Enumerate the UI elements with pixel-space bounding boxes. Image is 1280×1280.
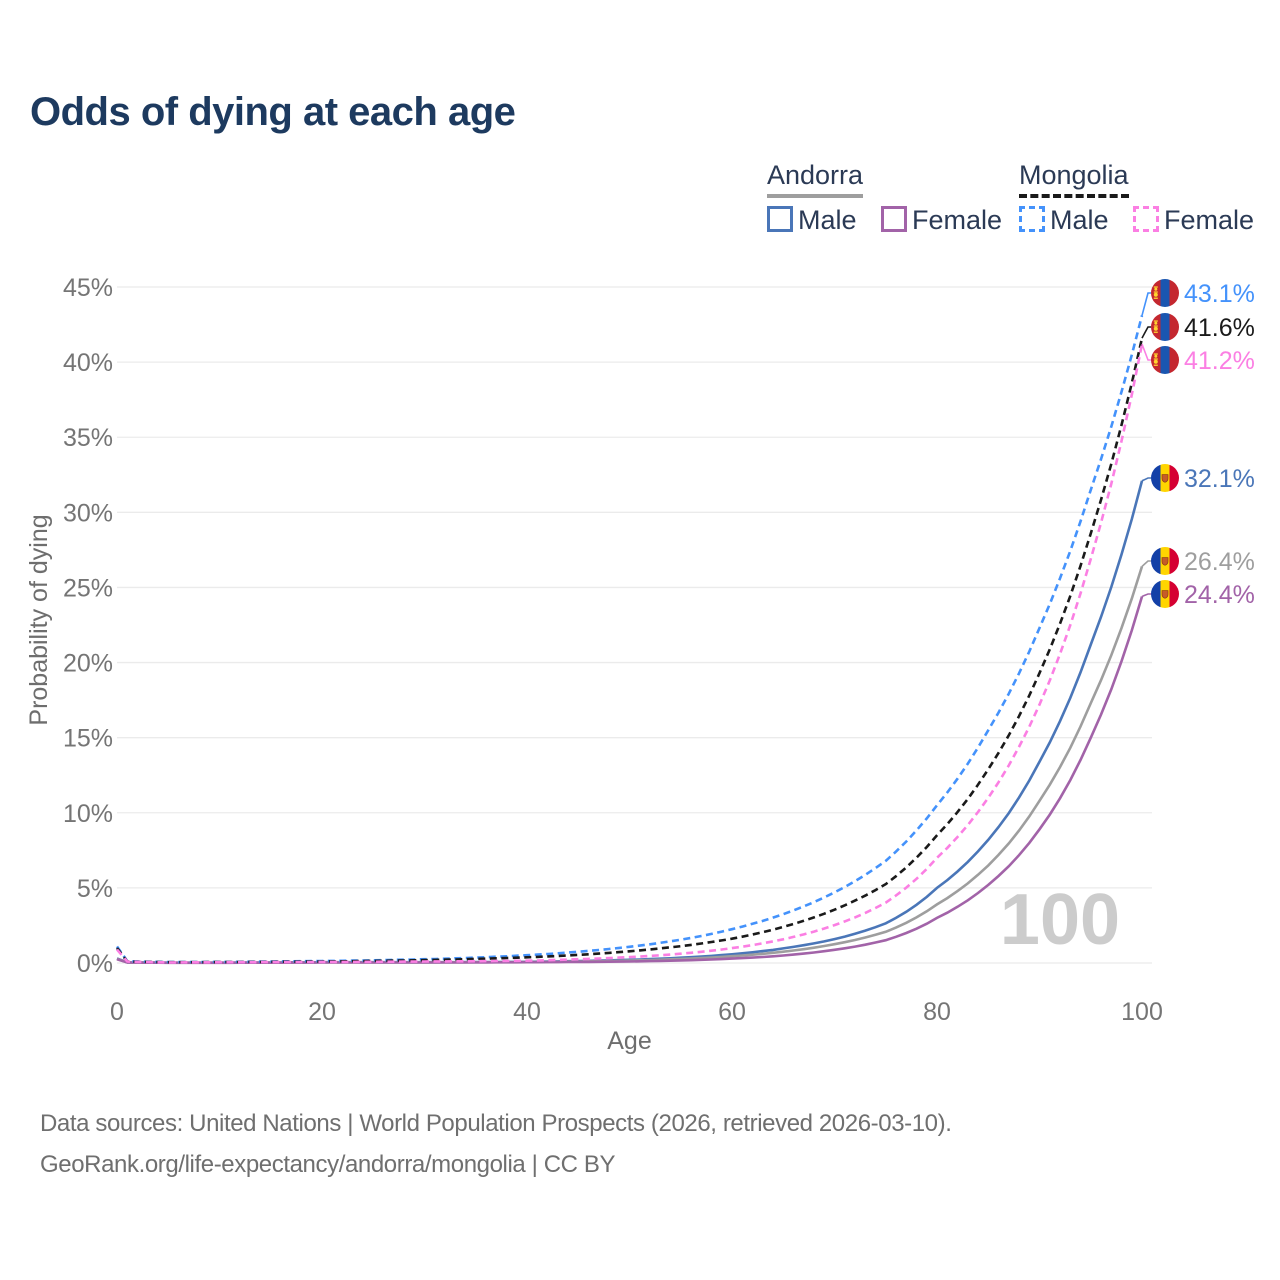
y-tick-label: 10% <box>63 800 113 828</box>
series-line-andorra-male[interactable] <box>116 480 1144 964</box>
legend-country-mongolia[interactable]: Mongolia <box>1019 160 1129 198</box>
legend-item-label: Male <box>798 205 857 235</box>
legend-item-mongolia-male[interactable]: Male <box>1019 205 1109 236</box>
legend-item-label: Male <box>1050 205 1109 235</box>
legend-group-mongolia: Mongolia Male Female <box>1019 160 1274 236</box>
x-tick-label: 80 <box>923 998 951 1026</box>
andorra-female-swatch-icon <box>880 206 907 232</box>
mongolia-female-swatch-icon <box>1132 206 1159 232</box>
mongolia-flag-icon <box>1151 346 1179 374</box>
y-tick-label: 40% <box>63 349 113 377</box>
chart-legend: Andorra Male Female Mongolia Male Female <box>0 160 1280 250</box>
data-sources-text: Data sources: United Nations | World Pop… <box>40 1110 952 1137</box>
andorra-flag-icon <box>1151 547 1179 575</box>
y-tick-label: 20% <box>63 650 113 678</box>
legend-group-andorra: Andorra Male Female <box>767 160 1022 236</box>
andorra-male-swatch-icon <box>767 206 793 232</box>
label-leader-line <box>1141 593 1151 598</box>
y-tick-label: 5% <box>77 875 113 903</box>
y-tick-label: 25% <box>63 574 113 602</box>
x-tick-label: 100 <box>1121 998 1163 1026</box>
label-leader-line <box>1141 560 1151 568</box>
end-value-label-mongolia-female: 41.2% <box>1184 347 1255 375</box>
legend-item-andorra-male[interactable]: Male <box>767 205 857 236</box>
end-value-label-andorra-male: 32.1% <box>1184 465 1255 493</box>
label-leader-line <box>1141 343 1151 361</box>
andorra-flag-icon <box>1151 464 1179 492</box>
label-leader-line <box>1141 326 1151 339</box>
page-title: Odds of dying at each age <box>30 90 516 134</box>
x-tick-label: 40 <box>513 998 541 1026</box>
end-value-label-andorra-both: 26.4% <box>1184 548 1255 576</box>
end-value-label-mongolia-male: 43.1% <box>1184 280 1255 308</box>
series-line-mongolia-both[interactable] <box>115 337 1144 964</box>
x-tick-label: 20 <box>308 998 336 1026</box>
legend-item-label: Female <box>911 205 1003 235</box>
andorra-flag-icon <box>1151 580 1179 608</box>
mongolia-flag-icon <box>1151 279 1179 307</box>
legend-item-mongolia-female[interactable]: Female <box>1132 205 1255 236</box>
age-watermark: 100 <box>1000 880 1120 960</box>
end-value-label-andorra-female: 24.4% <box>1184 581 1255 609</box>
label-leader-line <box>1141 477 1151 482</box>
mongolia-male-swatch-icon <box>1019 206 1045 232</box>
end-value-label-mongolia-both: 41.6% <box>1184 314 1255 342</box>
mongolia-flag-icon <box>1151 313 1179 341</box>
y-axis-title: Probability of dying <box>25 514 53 725</box>
legend-country-andorra[interactable]: Andorra <box>767 160 864 198</box>
y-tick-label: 15% <box>63 725 113 753</box>
y-tick-label: 30% <box>63 499 113 527</box>
x-tick-label: 0 <box>110 998 124 1026</box>
x-axis-title: Age <box>607 1027 651 1055</box>
legend-item-label: Female <box>1163 205 1255 235</box>
series-line-andorra-female[interactable] <box>116 596 1144 965</box>
series-line-andorra-both[interactable] <box>116 566 1144 964</box>
y-tick-label: 45% <box>63 274 113 302</box>
legend-item-andorra-female[interactable]: Female <box>880 205 1003 236</box>
y-tick-label: 0% <box>77 950 113 978</box>
series-line-mongolia-female[interactable] <box>116 343 1144 964</box>
x-tick-label: 60 <box>718 998 746 1026</box>
label-leader-line <box>1141 292 1151 316</box>
y-tick-label: 35% <box>63 424 113 452</box>
footer: Data sources: United Nations | World Pop… <box>40 1103 952 1185</box>
attribution-url-text: GeoRank.org/life-expectancy/andorra/mong… <box>40 1151 616 1178</box>
